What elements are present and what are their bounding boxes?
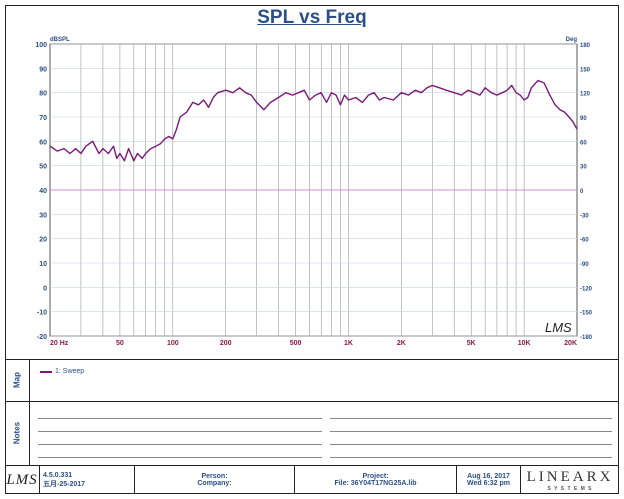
- x-tick-label: 100: [167, 340, 179, 347]
- x-tick-label: 500: [290, 340, 302, 347]
- note-line: [330, 431, 612, 432]
- y-tick-label: 90: [39, 66, 47, 73]
- x-tick-label: 5K: [467, 340, 476, 347]
- legend-entry: 1: Sweep: [55, 368, 85, 375]
- y2-tick-label: 0: [580, 189, 584, 195]
- legend-swatch: [40, 370, 52, 373]
- map-section: Map: [5, 359, 30, 401]
- report-frame: [5, 5, 619, 494]
- footer-logo: LMS: [5, 466, 40, 494]
- x-tick-label: 20K: [564, 340, 577, 347]
- x-tick-label: 1K: [344, 340, 353, 347]
- watermark-lms: LMS: [545, 320, 572, 335]
- company-label: Company:: [197, 480, 232, 487]
- note-line: [38, 431, 322, 432]
- person-label: Person:: [201, 473, 228, 480]
- y2-tick-label: 60: [580, 140, 587, 146]
- footer-person: Person: Company:: [135, 466, 295, 494]
- y-tick-label: 20: [39, 237, 47, 244]
- y-tick-label: -10: [37, 310, 47, 317]
- note-line: [38, 444, 322, 445]
- project-label: Project:: [362, 473, 389, 480]
- note-line: [38, 418, 322, 419]
- x-tick-label: 10K: [518, 340, 531, 347]
- note-line: [330, 418, 612, 419]
- version-date: 五月-25-2017: [43, 480, 86, 488]
- y2-axis-label: Deg: [566, 37, 578, 43]
- footer-bar: LMS 4.5.0.331 五月-25-2017 Person: Company…: [5, 466, 619, 494]
- date-line-2: Wed 6:32 pm: [466, 480, 511, 487]
- map-label: Map: [12, 372, 22, 388]
- linearx-logo: LINEARX: [526, 468, 614, 485]
- y2-tick-label: 90: [580, 116, 587, 122]
- y2-tick-label: 30: [580, 165, 587, 171]
- y2-tick-label: -90: [580, 262, 589, 268]
- y-tick-label: 40: [39, 188, 47, 195]
- footer-brand: LINEARX S Y S T E M S: [521, 466, 619, 494]
- y2-tick-label: -120: [580, 286, 593, 292]
- footer-date: Aug 16, 2017 Wed 6:32 pm: [457, 466, 521, 494]
- y-tick-label: 80: [39, 91, 47, 98]
- y2-tick-label: -30: [580, 213, 589, 219]
- version-text: 4.5.0.331: [43, 471, 73, 479]
- y2-tick-label: -150: [580, 311, 593, 317]
- notes-divider: [5, 465, 619, 466]
- note-line: [330, 444, 612, 445]
- y2-tick-label: -180: [580, 335, 593, 341]
- notes-label: Notes: [12, 421, 22, 445]
- y2-tick-label: 180: [580, 43, 591, 49]
- notes-section: Notes: [5, 401, 30, 465]
- lms-logo-icon: LMS: [6, 471, 38, 488]
- y2-tick-label: -60: [580, 238, 589, 244]
- y-tick-label: 50: [39, 164, 47, 171]
- linearx-sub: S Y S T E M S: [547, 485, 593, 492]
- map-divider: [5, 401, 619, 402]
- chart-divider: [5, 359, 619, 360]
- file-label: File: 36Y04T17NG25A.lib: [334, 480, 417, 487]
- note-line: [38, 457, 322, 458]
- y-tick-label: 70: [39, 115, 47, 122]
- y-tick-label: 0: [43, 285, 47, 292]
- x-tick-label: 50: [116, 340, 124, 347]
- y-tick-label: 60: [39, 139, 47, 146]
- date-line-1: Aug 16, 2017: [467, 473, 510, 480]
- footer-project: Project: File: 36Y04T17NG25A.lib: [295, 466, 457, 494]
- x-tick-label: 20 Hz: [50, 340, 69, 347]
- y-tick-label: 30: [39, 212, 47, 219]
- footer-version: 4.5.0.331 五月-25-2017: [40, 466, 135, 494]
- y2-tick-label: 120: [580, 92, 591, 98]
- legend: 1: Sweep: [40, 368, 84, 375]
- y-axis-label: dBSPL: [50, 37, 70, 43]
- y2-tick-label: 150: [580, 67, 591, 73]
- y-tick-label: 100: [35, 42, 47, 49]
- chart-title: SPL vs Freq: [257, 7, 367, 28]
- note-line: [330, 457, 612, 458]
- y-tick-label: -20: [37, 334, 47, 341]
- x-tick-label: 2K: [397, 340, 406, 347]
- series-line-sweep: [49, 79, 578, 162]
- y-tick-label: 10: [39, 261, 47, 268]
- x-tick-label: 200: [220, 340, 232, 347]
